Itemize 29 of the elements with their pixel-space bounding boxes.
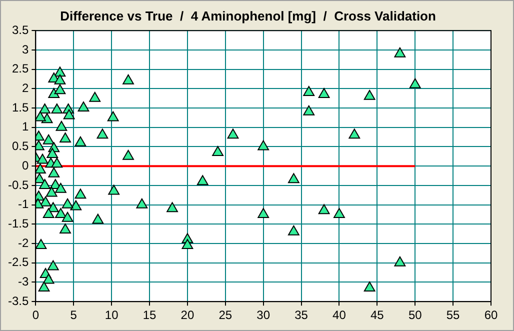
y-tick-label: -2.5: [8, 255, 29, 270]
x-tick-label: 45: [370, 308, 384, 322]
x-tick-label: 5: [70, 308, 78, 322]
x-tick-label: 30: [256, 308, 270, 322]
y-tick-label: 3.5: [12, 22, 29, 37]
x-tick-label: 0: [32, 308, 40, 322]
x-tick-label: 55: [446, 308, 460, 322]
x-tick-label: 25: [218, 308, 232, 322]
x-tick-label: 10: [104, 308, 119, 322]
y-tick-label: 1: [22, 120, 29, 134]
x-tick-label: 40: [332, 308, 346, 322]
y-tick-label: 2.5: [12, 62, 29, 76]
y-tick-label: 0.5: [12, 139, 29, 154]
x-tick-label: 60: [484, 308, 498, 322]
y-tick-label: 3: [22, 42, 29, 56]
y-tick-label: -2: [18, 236, 29, 250]
x-tick-label: 50: [408, 308, 422, 322]
y-tick-label: -1.5: [8, 216, 29, 230]
y-tick-label: -3: [18, 274, 29, 289]
y-tick-label: 0: [22, 158, 29, 172]
x-tick-label: 20: [180, 308, 194, 322]
chart-title: Difference vs True / 4 Aminophenol [mg] / Cross Validation: [60, 8, 436, 24]
y-tick-label: -1: [18, 197, 29, 212]
y-tick-label: -0.5: [8, 178, 29, 192]
y-tick-label: -3.5: [8, 294, 29, 308]
x-tick-label: 15: [142, 308, 156, 322]
y-tick-label: 2: [22, 80, 29, 95]
y-tick-label: 1.5: [12, 100, 29, 114]
x-tick-label: 35: [294, 308, 308, 322]
